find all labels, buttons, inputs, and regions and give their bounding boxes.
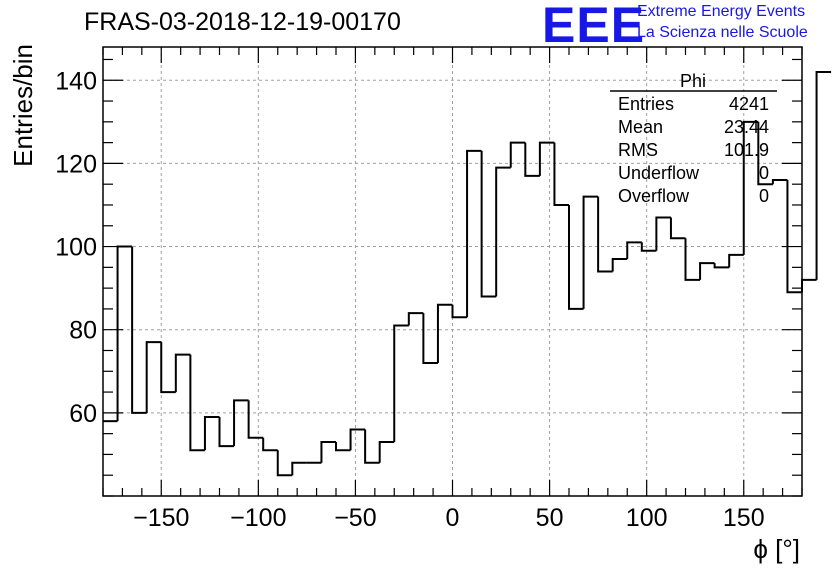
histogram-bin xyxy=(597,196,613,273)
histogram-bin xyxy=(335,441,351,452)
y-tick-label: 80 xyxy=(69,317,97,345)
histogram-bin xyxy=(116,245,133,422)
histogram-bin xyxy=(160,342,176,394)
histogram-bin xyxy=(786,180,802,294)
histogram-bin xyxy=(626,241,642,260)
histogram-bin xyxy=(189,354,205,452)
run-title: FRAS-03-2018-12-19-00170 xyxy=(84,8,401,36)
histogram-bin xyxy=(684,238,701,281)
histogram-bin xyxy=(509,141,526,168)
histogram-bin xyxy=(262,437,278,452)
stats-row-label: RMS xyxy=(618,140,658,160)
histogram-bin xyxy=(131,246,147,414)
histogram-bin xyxy=(291,461,307,476)
y-tick-label: 140 xyxy=(55,67,97,95)
histogram-bin xyxy=(757,121,773,186)
stats-box-title: Phi xyxy=(680,71,706,91)
x-axis-label: ϕ [°] xyxy=(753,534,800,564)
histogram-bin xyxy=(364,429,380,464)
histogram-bin xyxy=(669,217,686,240)
x-tick-label: −100 xyxy=(230,504,286,532)
histogram-bin xyxy=(524,142,540,177)
histogram-bin xyxy=(771,179,788,185)
histogram-bin xyxy=(815,70,832,280)
stats-row-label: Overflow xyxy=(618,186,690,206)
x-tick-label: 50 xyxy=(536,504,564,532)
y-tick-label: 100 xyxy=(55,234,97,262)
histogram-bin xyxy=(553,142,569,206)
stats-row-label: Mean xyxy=(618,117,663,137)
y-tick-label: 120 xyxy=(55,150,97,178)
stats-box: Phi Entries 4241 Mean 23.44 RMS 101.9 Underflow… xyxy=(610,71,777,206)
x-tick-label: 100 xyxy=(626,504,668,532)
histogram-bin xyxy=(713,263,730,269)
histogram-bin xyxy=(655,216,671,251)
x-tick-label: 150 xyxy=(723,504,765,532)
histogram-bin xyxy=(247,400,264,439)
histogram-bin xyxy=(378,440,395,463)
histogram-bin xyxy=(174,353,191,393)
histogram-bin xyxy=(640,242,657,252)
histogram-bin xyxy=(582,195,599,309)
stats-row-value: 4241 xyxy=(729,94,769,114)
y-axis-label: Entries/bin xyxy=(8,44,38,167)
histogram-bin xyxy=(233,399,249,447)
stats-row-label: Underflow xyxy=(618,163,700,183)
histogram-bin xyxy=(407,312,424,326)
x-tick-label: −150 xyxy=(133,504,189,532)
histogram-bin xyxy=(393,324,409,442)
histogram-bin xyxy=(611,258,628,272)
stats-row-label: Entries xyxy=(618,94,674,114)
eee-logo-line-1: Extreme Energy Events xyxy=(637,3,806,20)
histogram-bin xyxy=(699,262,715,280)
eee-logo-line-2: La Scienza nelle Scuole xyxy=(637,24,808,41)
histogram-bin xyxy=(742,120,759,255)
histogram-bin xyxy=(451,304,468,319)
histogram-bin xyxy=(436,303,453,363)
stats-row-value: 0 xyxy=(759,186,769,206)
histogram-bin xyxy=(728,253,744,268)
histogram-bin xyxy=(422,313,438,364)
histogram-bin xyxy=(276,450,293,477)
y-tick-label: 60 xyxy=(69,400,97,428)
x-tick-label: −50 xyxy=(334,504,376,532)
histogram-bin xyxy=(145,341,162,413)
stats-row-value: 0 xyxy=(759,163,769,183)
histogram-bin xyxy=(203,416,220,451)
histogram-bin xyxy=(538,141,555,176)
stats-row-value: 23.44 xyxy=(724,117,769,137)
histogram-bin xyxy=(466,149,482,318)
histogram-bin xyxy=(320,440,336,463)
histogram-bin xyxy=(480,150,497,298)
histogram-bin xyxy=(568,204,584,310)
histogram-bin xyxy=(495,166,511,297)
histogram-bin xyxy=(218,417,235,448)
stats-row-value: 101.9 xyxy=(724,140,769,160)
histogram-bin xyxy=(801,278,817,293)
x-tick-label: 0 xyxy=(446,504,460,532)
histogram-bin xyxy=(349,428,366,451)
eee-logo: EEE xyxy=(542,0,646,53)
